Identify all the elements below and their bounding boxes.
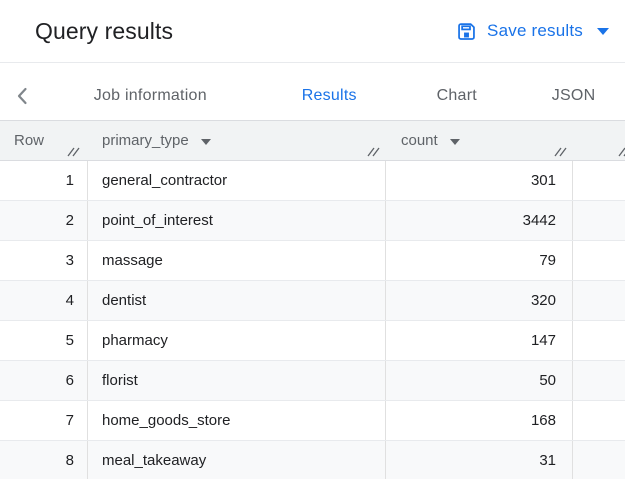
row-number-cell: 8 <box>0 441 88 479</box>
save-results-button[interactable]: Save results <box>456 21 609 42</box>
row-number-cell: 5 <box>0 321 88 360</box>
filler-cell <box>573 201 625 240</box>
primary-type-cell: dentist <box>88 281 386 320</box>
grid-header-row: Row primary_type count <box>0 121 625 161</box>
chevron-left-icon <box>17 87 27 104</box>
column-resize-handle[interactable] <box>618 147 625 157</box>
tab-label: Results <box>301 86 357 104</box>
sort-caret-icon[interactable] <box>200 138 211 145</box>
row-number-cell: 1 <box>0 161 88 200</box>
table-row: 2 point_of_interest 3442 <box>0 201 625 241</box>
filler-cell <box>573 161 625 200</box>
column-resize-handle[interactable] <box>554 147 567 157</box>
column-header-label: Row <box>14 132 45 149</box>
grid-body: 1 general_contractor 301 2 point_of_inte… <box>0 161 625 479</box>
primary-type-cell: pharmacy <box>88 321 386 360</box>
primary-type-cell: general_contractor <box>88 161 386 200</box>
sort-caret-icon[interactable] <box>449 138 460 145</box>
table-row: 1 general_contractor 301 <box>0 161 625 201</box>
count-cell: 147 <box>386 321 573 360</box>
column-header-count[interactable]: count <box>386 121 573 160</box>
count-cell: 79 <box>386 241 573 280</box>
tab-job-information[interactable]: Job information <box>44 71 258 120</box>
tab-json[interactable]: JSON <box>522 71 625 120</box>
column-header-row: Row <box>0 121 88 160</box>
table-row: 8 meal_takeaway 31 <box>0 441 625 479</box>
tab-label: JSON <box>551 86 596 104</box>
tabbar: Job information Results Chart JSON <box>0 63 625 128</box>
column-header-label: count <box>401 132 438 149</box>
filler-cell <box>573 321 625 360</box>
table-row: 3 massage 79 <box>0 241 625 281</box>
primary-type-cell: point_of_interest <box>88 201 386 240</box>
table-row: 7 home_goods_store 168 <box>0 401 625 441</box>
titlebar: Query results Save results <box>0 0 625 63</box>
table-row: 5 pharmacy 147 <box>0 321 625 361</box>
primary-type-cell: meal_takeaway <box>88 441 386 479</box>
tab-label: Job information <box>93 86 207 104</box>
row-number-cell: 2 <box>0 201 88 240</box>
filler-cell <box>573 361 625 400</box>
column-resize-handle[interactable] <box>367 147 380 157</box>
filler-cell <box>573 401 625 440</box>
results-grid: Row primary_type count <box>0 121 625 479</box>
count-cell: 301 <box>386 161 573 200</box>
tab-chart[interactable]: Chart <box>401 71 512 120</box>
page-title: Query results <box>35 17 174 44</box>
table-row: 6 florist 50 <box>0 361 625 401</box>
tab-label: Chart <box>436 86 477 104</box>
row-number-cell: 4 <box>0 281 88 320</box>
column-header-primary-type[interactable]: primary_type <box>88 121 386 160</box>
primary-type-cell: florist <box>88 361 386 400</box>
column-header-filler <box>573 121 625 160</box>
column-resize-handle[interactable] <box>67 147 80 157</box>
tab-results[interactable]: Results <box>257 71 402 128</box>
column-header-label: primary_type <box>102 132 189 149</box>
filler-cell <box>573 241 625 280</box>
row-number-cell: 3 <box>0 241 88 280</box>
row-number-cell: 7 <box>0 401 88 440</box>
count-cell: 320 <box>386 281 573 320</box>
row-number-cell: 6 <box>0 361 88 400</box>
primary-type-cell: massage <box>88 241 386 280</box>
chevron-down-icon <box>597 27 609 35</box>
count-cell: 31 <box>386 441 573 479</box>
table-row: 4 dentist 320 <box>0 281 625 321</box>
save-results-label: Save results <box>487 21 583 40</box>
filler-cell <box>573 441 625 479</box>
primary-type-cell: home_goods_store <box>88 401 386 440</box>
count-cell: 3442 <box>386 201 573 240</box>
filler-cell <box>573 281 625 320</box>
count-cell: 50 <box>386 361 573 400</box>
save-icon <box>458 22 475 40</box>
count-cell: 168 <box>386 401 573 440</box>
tabs-scroll-left-button[interactable] <box>0 71 44 120</box>
